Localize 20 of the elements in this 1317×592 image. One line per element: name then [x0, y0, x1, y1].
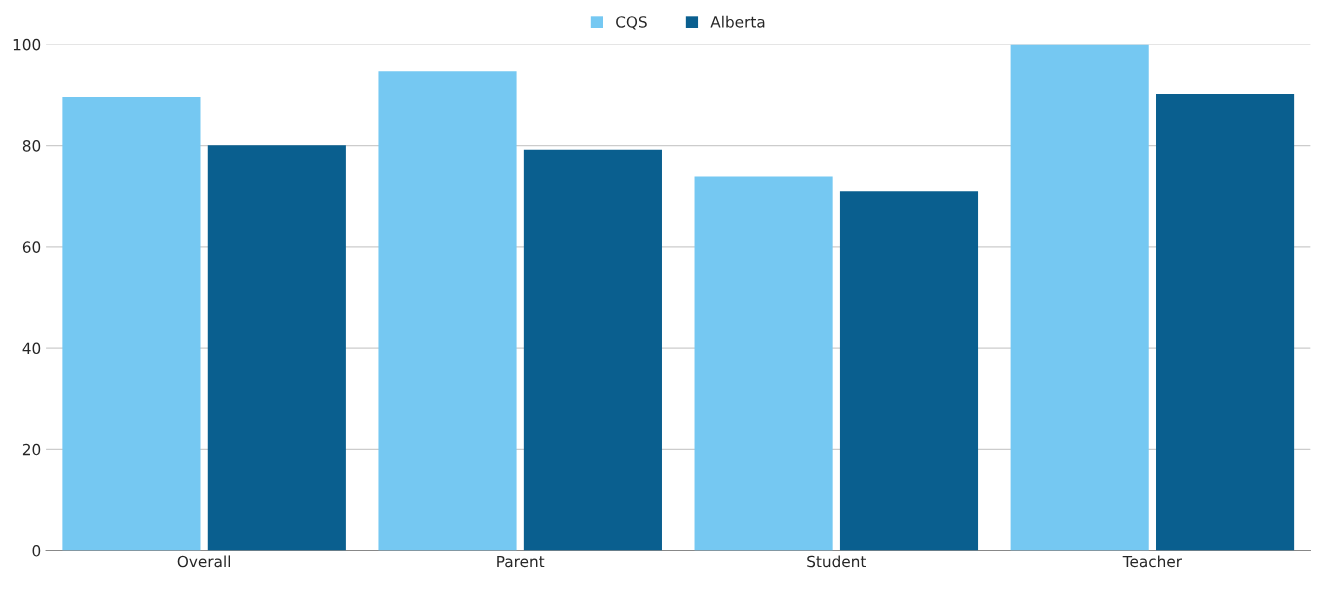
bar	[207, 145, 346, 551]
y-tick-label: 0	[32, 545, 41, 557]
y-tick-label: 40	[22, 342, 41, 355]
bar	[62, 97, 201, 551]
legend-label: Alberta	[710, 15, 765, 28]
bar	[378, 71, 517, 551]
y-tick-label: 100	[13, 38, 41, 51]
y-tick-label: 60	[22, 241, 41, 253]
y-tick-label: 80	[22, 140, 41, 152]
x-tick-label: Parent	[497, 555, 545, 568]
x-tick-label: Overall	[177, 555, 230, 568]
bar	[839, 191, 979, 551]
bar	[523, 149, 662, 551]
y-tick-label: 20	[22, 443, 41, 456]
bar	[1156, 94, 1295, 551]
bar	[694, 176, 833, 551]
x-tick-label: Student	[807, 555, 866, 568]
x-tick-label: Teacher	[1122, 555, 1182, 568]
bar	[1010, 44, 1149, 551]
legend-label: CQS	[616, 16, 647, 30]
